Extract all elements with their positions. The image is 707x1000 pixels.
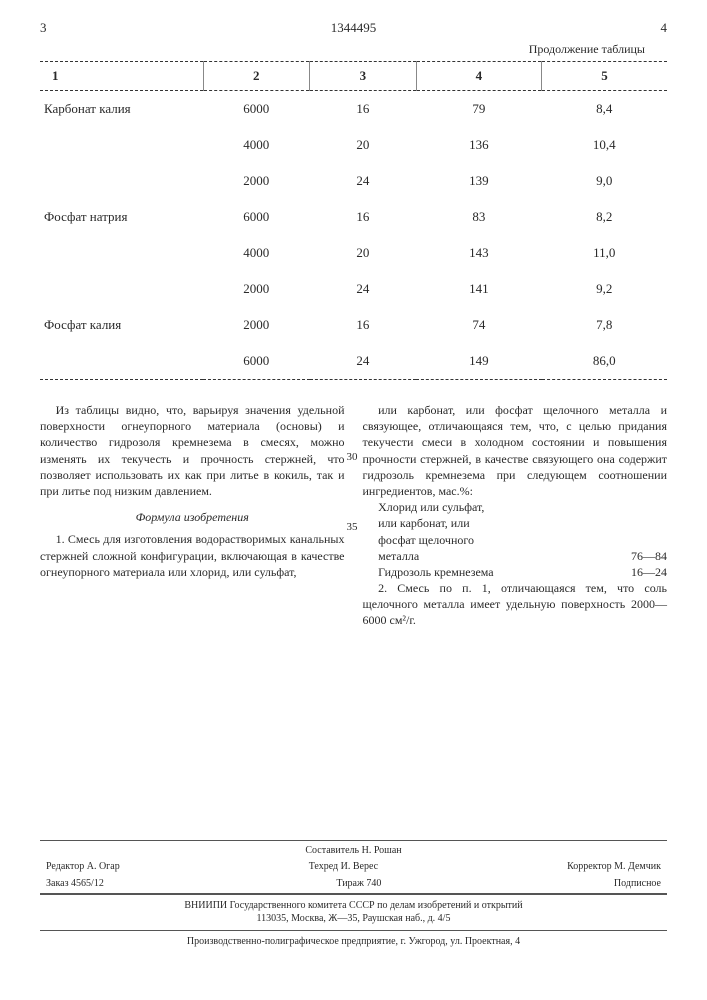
- table-cell: 139: [416, 163, 541, 199]
- footer-order: Заказ 4565/12: [46, 877, 104, 891]
- table-row: 2000241419,2: [40, 271, 667, 307]
- table-cell: 7,8: [542, 307, 667, 343]
- footer-techred: Техред И. Верес: [309, 860, 378, 874]
- footer-org2: Производственно-полиграфическое предприя…: [40, 930, 667, 953]
- line-no-35: 35: [347, 520, 358, 535]
- table-cell: 86,0: [542, 343, 667, 380]
- table-cell: 143: [416, 235, 541, 271]
- ingredient-1a: Хлорид или сульфат,: [363, 499, 668, 515]
- table-cell: Карбонат калия: [40, 91, 203, 128]
- table-cell: 24: [310, 271, 417, 307]
- table-row: Карбонат калия600016798,4: [40, 91, 667, 128]
- right-p2: 2. Смесь по п. 1, отличающаяся тем, что …: [363, 580, 668, 629]
- table-row: 40002014311,0: [40, 235, 667, 271]
- table-row: 2000241399,0: [40, 163, 667, 199]
- left-column: Из таблицы видно, что, варьируя значения…: [40, 402, 345, 629]
- right-p1: или карбонат, или фосфат щелочного метал…: [363, 402, 668, 499]
- left-p1: Из таблицы видно, что, варьируя значения…: [40, 402, 345, 499]
- left-p2: 1. Смесь для изготовления водорастворимы…: [40, 531, 345, 580]
- table-cell: 11,0: [542, 235, 667, 271]
- table-cell: 16: [310, 199, 417, 235]
- table-cell: Фосфат натрия: [40, 199, 203, 235]
- right-column: 30 35 или карбонат, или фосфат щелочного…: [363, 402, 668, 629]
- table-cell: 6000: [203, 199, 310, 235]
- doc-number: 1344495: [331, 20, 377, 36]
- table-cell: 4000: [203, 127, 310, 163]
- formula-heading: Формула изобретения: [40, 509, 345, 525]
- table-cell: 16: [310, 307, 417, 343]
- table-cell: 10,4: [542, 127, 667, 163]
- footer-compiler: Составитель Н. Рошан: [40, 841, 667, 858]
- table-cell: 4000: [203, 235, 310, 271]
- data-table: 1 2 3 4 5 Карбонат калия600016798,440002…: [40, 61, 667, 380]
- body-text: Из таблицы видно, что, варьируя значения…: [40, 402, 667, 629]
- table-cell: [40, 343, 203, 380]
- table-cell: 24: [310, 343, 417, 380]
- ingredient-1d: металла76—84: [363, 548, 668, 564]
- table-row: 40002013610,4: [40, 127, 667, 163]
- table-cell: 20: [310, 127, 417, 163]
- table-continuation-label: Продолжение таблицы: [40, 42, 667, 57]
- table-cell: 20: [310, 235, 417, 271]
- table-cell: 8,4: [542, 91, 667, 128]
- footer-subscribed: Подписное: [614, 877, 661, 891]
- footer: Составитель Н. Рошан Редактор А. Огар Те…: [40, 840, 667, 952]
- table-cell: 136: [416, 127, 541, 163]
- table-cell: 141: [416, 271, 541, 307]
- table-row: Фосфат калия200016747,8: [40, 307, 667, 343]
- table-cell: 2000: [203, 163, 310, 199]
- table-row: 60002414986,0: [40, 343, 667, 380]
- table-cell: 74: [416, 307, 541, 343]
- table-row: Фосфат натрия600016838,2: [40, 199, 667, 235]
- table-cell: 6000: [203, 91, 310, 128]
- table-cell: 83: [416, 199, 541, 235]
- table-cell: Фосфат калия: [40, 307, 203, 343]
- footer-editor: Редактор А. Огар: [46, 860, 120, 874]
- table-cell: 6000: [203, 343, 310, 380]
- footer-org1: ВНИИПИ Государственного комитета СССР по…: [40, 899, 667, 913]
- table-cell: 149: [416, 343, 541, 380]
- table-cell: 9,2: [542, 271, 667, 307]
- footer-org1-addr: 113035, Москва, Ж—35, Раушская наб., д. …: [40, 912, 667, 926]
- table-cell: [40, 127, 203, 163]
- table-cell: 2000: [203, 271, 310, 307]
- footer-corrector: Корректор М. Демчик: [567, 860, 661, 874]
- table-cell: 24: [310, 163, 417, 199]
- line-no-30: 30: [347, 450, 358, 465]
- table-cell: [40, 235, 203, 271]
- table-cell: [40, 163, 203, 199]
- ingredient-2: Гидрозоль кремнезема16—24: [363, 564, 668, 580]
- table-cell: 79: [416, 91, 541, 128]
- footer-tirage: Тираж 740: [336, 877, 381, 891]
- page-header: 3 1344495 4: [40, 20, 667, 36]
- table-cell: 2000: [203, 307, 310, 343]
- col-header-2: 2: [203, 62, 310, 91]
- ingredient-1b: или карбонат, или: [363, 515, 668, 531]
- right-page-no: 4: [661, 20, 668, 36]
- ingredient-1c: фосфат щелочного: [363, 532, 668, 548]
- table-cell: [40, 271, 203, 307]
- col-header-5: 5: [542, 62, 667, 91]
- col-header-1: 1: [40, 62, 203, 91]
- table-cell: 16: [310, 91, 417, 128]
- col-header-4: 4: [416, 62, 541, 91]
- table-cell: 8,2: [542, 199, 667, 235]
- left-page-no: 3: [40, 20, 47, 36]
- col-header-3: 3: [310, 62, 417, 91]
- table-cell: 9,0: [542, 163, 667, 199]
